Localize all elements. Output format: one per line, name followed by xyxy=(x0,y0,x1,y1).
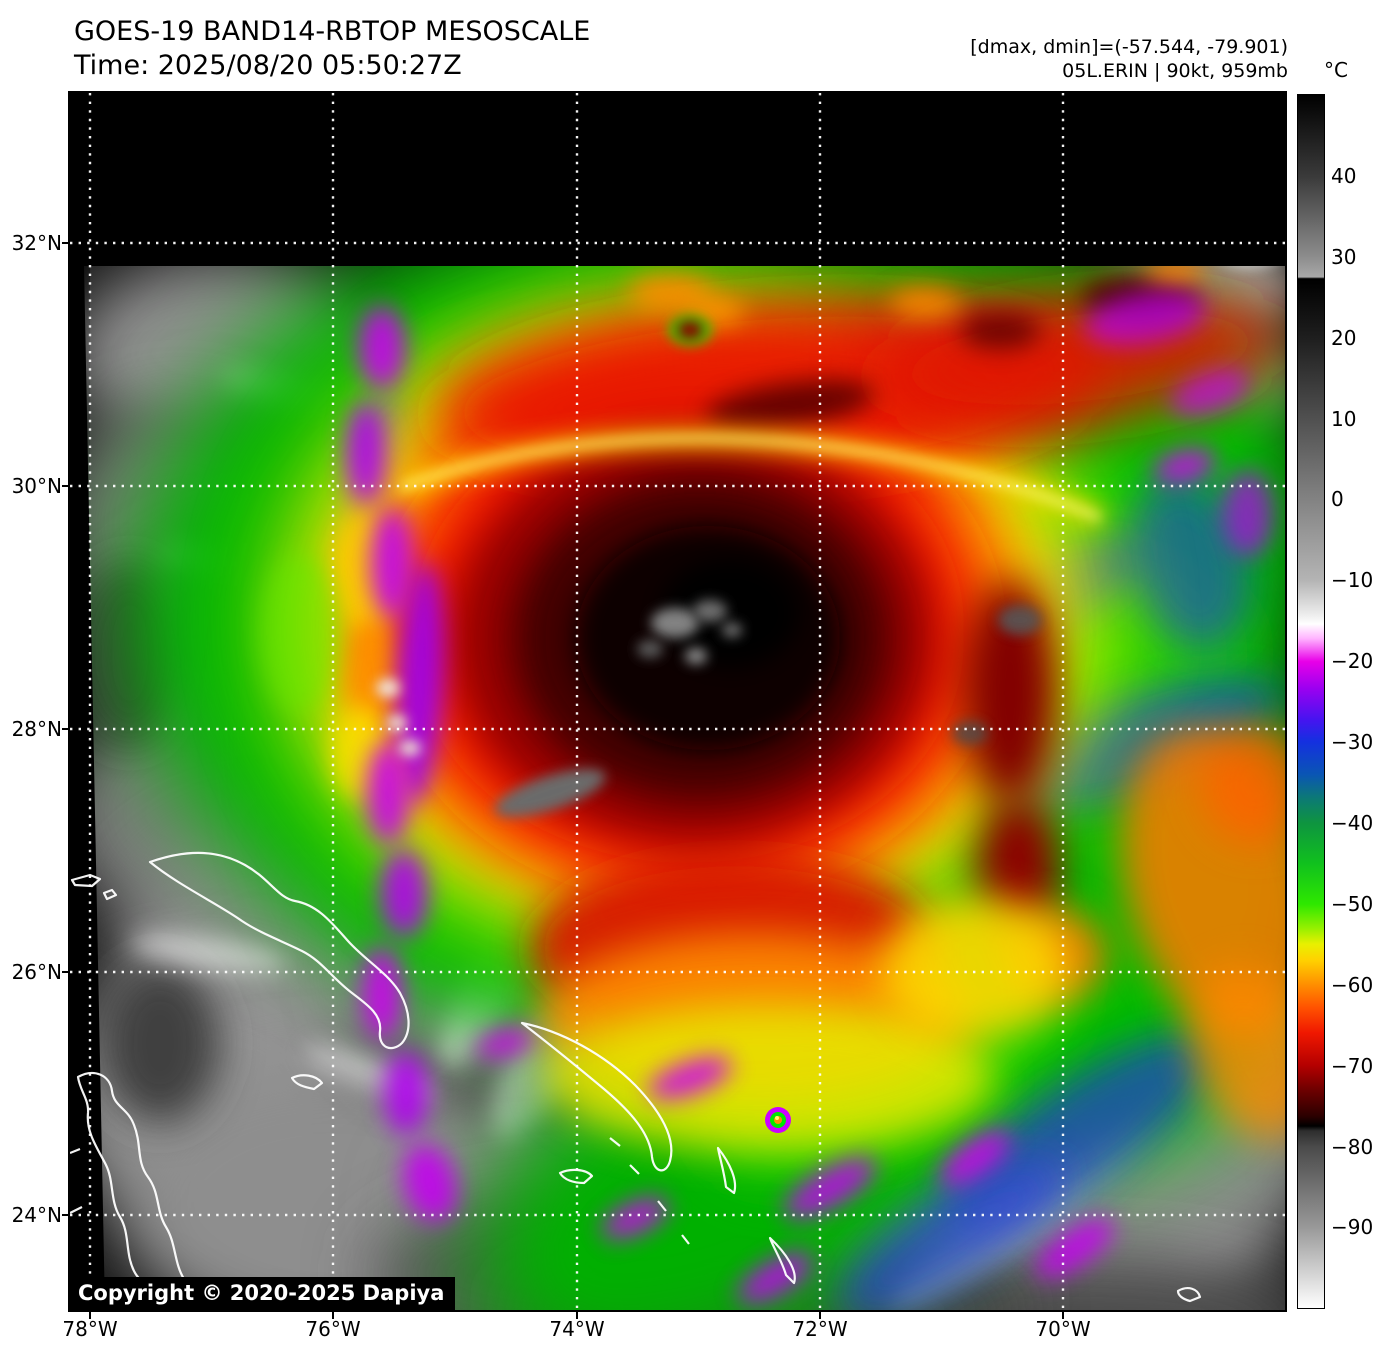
lon-tick-label: 76°W xyxy=(305,1317,361,1341)
lon-tick-mark xyxy=(819,1312,821,1319)
lon-tick-mark xyxy=(89,1312,91,1319)
colorbar-tick-label: −90 xyxy=(1331,1215,1374,1239)
overshoot-fringe-layer xyxy=(346,218,1285,1304)
lon-tick-mark xyxy=(576,1312,578,1319)
colorbar-tick-label: 10 xyxy=(1331,407,1357,431)
satellite-map-image xyxy=(70,93,1285,1310)
colorbar-tick-label: 30 xyxy=(1331,245,1357,269)
lon-tick-mark xyxy=(332,1312,334,1319)
colorbar-tick-label: −60 xyxy=(1331,973,1374,997)
dmax-dmin-readout: [dmax, dmin]=(-57.544, -79.901) xyxy=(970,36,1288,58)
lat-tick-label: 24°N xyxy=(11,1203,62,1227)
colorbar-tick-label: −70 xyxy=(1331,1054,1374,1078)
lon-tick-label: 74°W xyxy=(549,1317,605,1341)
eye-layer xyxy=(494,600,1042,818)
colorbar-tick-label: −20 xyxy=(1331,649,1374,673)
lat-tick-label: 26°N xyxy=(11,960,62,984)
colorbar-tick-label: −40 xyxy=(1331,811,1374,835)
lat-tick-mark xyxy=(62,485,69,487)
colorbar-tick-label: −10 xyxy=(1331,568,1374,592)
colorbar-tick-label: −30 xyxy=(1331,730,1374,754)
lat-tick-label: 28°N xyxy=(11,717,62,741)
lon-tick-label: 78°W xyxy=(62,1317,118,1341)
storm-info: 05L.ERIN | 90kt, 959mb xyxy=(1062,60,1288,82)
lat-tick-mark xyxy=(62,971,69,973)
lon-tick-label: 72°W xyxy=(792,1317,848,1341)
copyright-badge: Copyright © 2020-2025 Dapiya xyxy=(70,1277,456,1310)
colorbar-tick-label: −80 xyxy=(1331,1135,1374,1159)
lat-tick-mark xyxy=(62,728,69,730)
lat-tick-label: 30°N xyxy=(11,474,62,498)
timestamp: Time: 2025/08/20 05:50:27Z xyxy=(74,50,462,81)
colorbar-unit-label: °C xyxy=(1324,58,1348,82)
temperature-colorbar xyxy=(1297,94,1325,1309)
no-data-top xyxy=(70,93,1285,266)
page-title: GOES-19 BAND14-RBTOP MESOSCALE xyxy=(74,16,591,47)
lat-tick-mark xyxy=(62,1214,69,1216)
colorbar-tick-label: 0 xyxy=(1331,487,1344,511)
detail-accents-layer xyxy=(260,258,1285,1141)
lat-tick-label: 32°N xyxy=(11,231,62,255)
colorbar-tick-label: 40 xyxy=(1331,164,1357,188)
hot-spot-marker xyxy=(765,1107,791,1133)
lon-tick-label: 70°W xyxy=(1035,1317,1091,1341)
colorbar-tick-label: −50 xyxy=(1331,892,1374,916)
lon-tick-mark xyxy=(1062,1312,1064,1319)
lat-tick-mark xyxy=(62,242,69,244)
coastlines xyxy=(70,851,1202,1310)
colorbar-tick-label: 20 xyxy=(1331,326,1357,350)
no-data-left xyxy=(70,93,105,1310)
